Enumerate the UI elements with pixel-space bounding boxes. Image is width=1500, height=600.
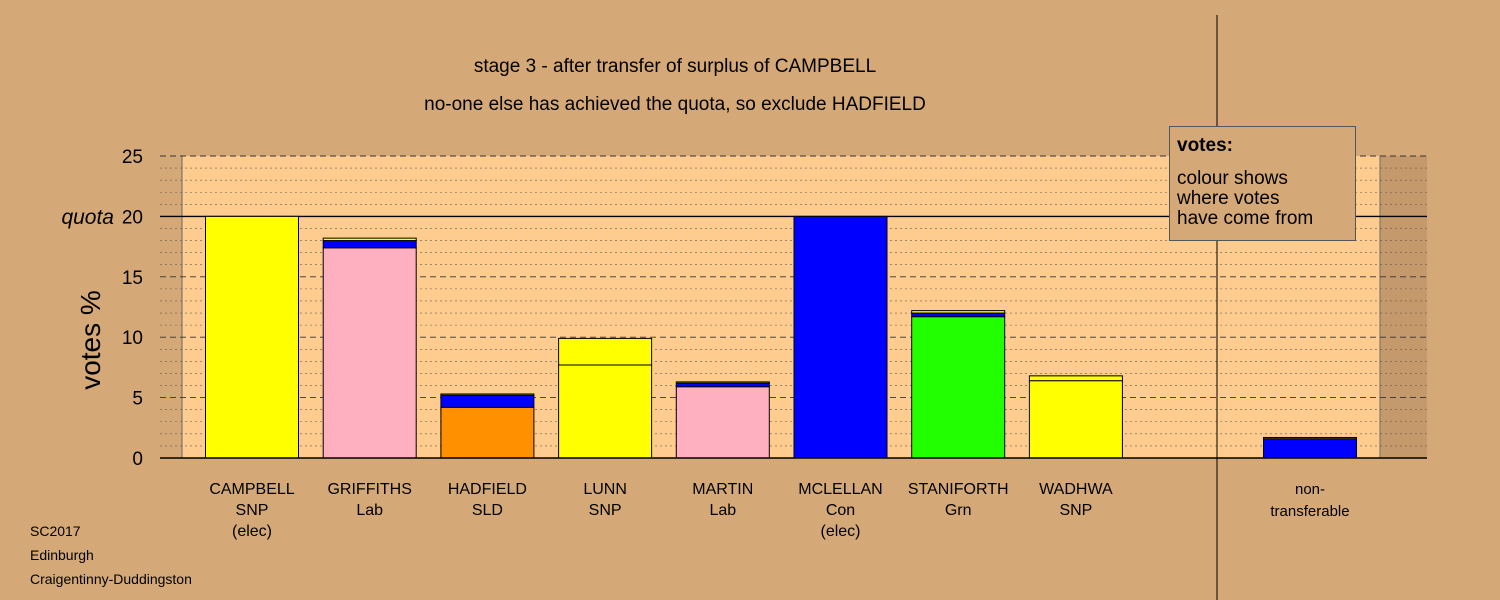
candidate-party-label: SLD	[472, 502, 503, 519]
candidate-party-label: Lab	[709, 502, 736, 519]
bar-mclellan-segment	[793, 215, 888, 459]
bar-hadfield-segment	[440, 393, 535, 396]
bar-hadfield-segment	[440, 406, 535, 459]
footer-council: Edinburgh	[30, 547, 94, 563]
bar-martin-segment	[675, 386, 770, 459]
candidate-party-label: Con	[826, 502, 855, 519]
candidate-name-label: MCLELLAN	[798, 481, 882, 498]
legend-line: colour shows	[1177, 168, 1288, 189]
y-tick-label: 0	[132, 449, 143, 470]
candidate-name-label: WADHWA	[1039, 481, 1113, 498]
bar-griffiths-segment	[322, 237, 417, 242]
y-tick-label: 20	[122, 207, 143, 228]
bar-staniforth-segment	[911, 312, 1006, 318]
y-tick-label: 5	[132, 389, 143, 410]
bar-non-transferable-segment	[1263, 438, 1357, 459]
candidate-party-label: Grn	[945, 502, 972, 519]
footer-ward: Craigentinny-Duddingston	[30, 571, 192, 587]
bar-martin-segment	[675, 382, 770, 388]
legend: votes: colour shows where votes have com…	[1169, 126, 1356, 241]
bar-lunn-segment	[558, 337, 653, 366]
candidate-party-label: Lab	[356, 502, 383, 519]
candidate-name-label: STANIFORTH	[908, 481, 1009, 498]
bar-wadhwa-segment	[1028, 375, 1123, 382]
bar-staniforth-segment	[911, 310, 1006, 314]
candidate-party-label: SNP	[589, 502, 622, 519]
bar-griffiths-segment	[322, 240, 417, 249]
non-transferable-label: non-	[1295, 481, 1325, 498]
candidate-name-label: MARTIN	[692, 481, 753, 498]
quota-label: quota	[61, 206, 114, 229]
non-transferable-label: transferable	[1270, 503, 1349, 520]
bar-wadhwa-segment	[1028, 380, 1123, 459]
candidate-name-label: CAMPBELL	[209, 481, 294, 498]
bar-staniforth-segment	[911, 316, 1006, 459]
y-tick-label: 25	[122, 147, 143, 168]
candidate-name-label: LUNN	[583, 481, 627, 498]
candidate-party-label: SNP	[1059, 502, 1092, 519]
legend-line: where votes	[1177, 188, 1280, 209]
y-axis-label: votes %	[75, 290, 106, 390]
chart-title-line1: stage 3 - after transfer of surplus of C…	[474, 56, 876, 77]
candidate-status-label: (elec)	[820, 523, 860, 540]
legend-line: have come from	[1177, 208, 1314, 229]
candidate-name-label: HADFIELD	[448, 481, 527, 498]
candidate-name-label: GRIFFITHS	[327, 481, 411, 498]
candidate-party-label: SNP	[236, 502, 269, 519]
chart-title-line2: no-one else has achieved the quota, so e…	[424, 94, 926, 115]
footer-election: SC2017	[30, 523, 81, 539]
right-shade	[1381, 156, 1427, 458]
bar-campbell-segment	[205, 215, 299, 459]
y-tick-label: 15	[122, 268, 143, 289]
bar-martin-segment	[675, 381, 770, 384]
bar-griffiths-segment	[322, 247, 417, 459]
legend-title: votes:	[1177, 135, 1233, 156]
bar-hadfield-segment	[440, 394, 535, 408]
bar-lunn-segment	[558, 364, 653, 459]
y-tick-label: 10	[122, 328, 143, 349]
candidate-status-label: (elec)	[232, 523, 272, 540]
bar-non-transferable-segment	[1263, 436, 1357, 440]
